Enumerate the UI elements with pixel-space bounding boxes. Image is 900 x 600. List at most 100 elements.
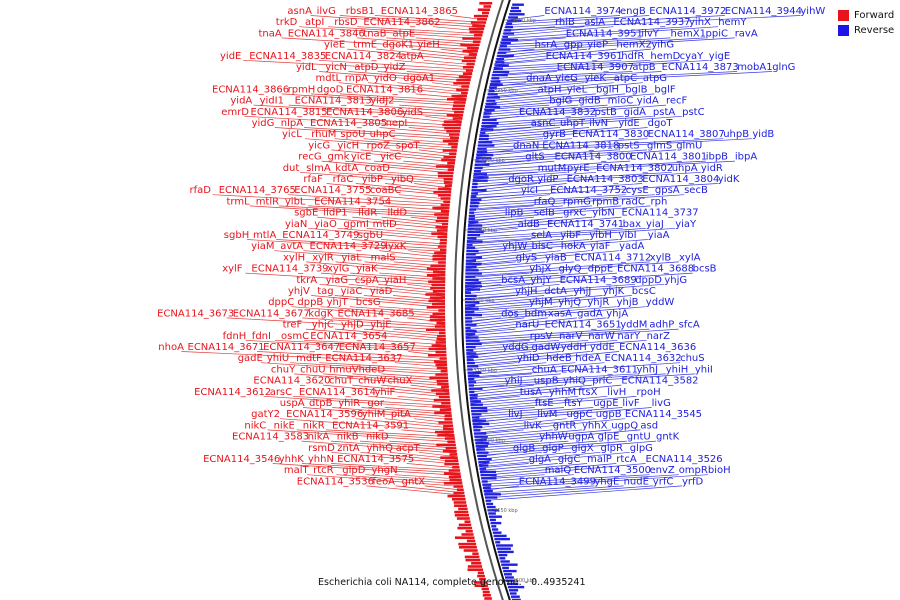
gene-label: yidA	[230, 96, 252, 107]
gene-label: yidI1	[260, 96, 284, 107]
gene-connector-line	[360, 451, 459, 463]
gene-connector-line	[469, 384, 564, 395]
forward-gene-block	[465, 558, 481, 562]
gene-connector-line	[465, 272, 559, 281]
forward-gene-block	[469, 30, 484, 34]
gene-connector-line	[357, 37, 479, 48]
gene-label: hmuV	[329, 364, 358, 375]
gene-connector-line	[301, 463, 461, 474]
gene-label: rfaQ	[534, 196, 556, 207]
gene-label: bcsA	[501, 275, 525, 286]
reverse-gene-block	[482, 483, 492, 486]
gene-connector-line	[498, 37, 671, 48]
genome-backbone-arc	[454, 0, 504, 600]
gene-label: ECNA114_3739	[251, 264, 328, 275]
gene-label: rpmG	[563, 196, 591, 207]
forward-gene-block	[425, 293, 445, 296]
gene-label: gatY2	[251, 409, 280, 420]
gene-connector-line	[465, 328, 621, 339]
reverse-gene-blocks	[465, 3, 525, 600]
forward-gene-block	[448, 469, 460, 472]
gene-connector-line	[465, 272, 588, 283]
gene-label: yibP	[362, 174, 383, 185]
gene-connector-line	[470, 395, 579, 407]
gene-connector-line	[245, 339, 447, 353]
gene-label: mobA1	[737, 62, 772, 73]
gene-connector-line	[406, 71, 472, 77]
forward-gene-block	[442, 149, 457, 152]
forward-gene-block	[456, 88, 469, 91]
forward-gene-block	[436, 366, 448, 370]
gene-label: yiaM	[251, 241, 274, 252]
reverse-gene-block	[500, 41, 511, 45]
gene-connector-line	[476, 440, 569, 449]
gene-label: yrfC	[653, 476, 674, 487]
forward-gene-block	[444, 462, 459, 466]
gene-connector-line	[351, 239, 447, 247]
gene-label: trmE	[353, 40, 377, 51]
gene-connector-line	[379, 272, 446, 278]
reverse-gene-block	[481, 121, 499, 125]
gene-label: gltS	[525, 152, 544, 163]
gene-label: gadE	[238, 353, 263, 364]
gene-label: mtlD	[373, 219, 397, 230]
gene-label: rpmH	[288, 84, 316, 95]
gene-connector-line	[281, 37, 479, 51]
reverse-gene-block	[487, 509, 499, 512]
gene-label: ECNA114_3677	[233, 308, 310, 319]
gene-connector-line	[473, 418, 567, 429]
gene-connector-line	[292, 395, 451, 407]
reverse-gene-block	[472, 179, 488, 182]
reverse-gene-block	[511, 598, 521, 600]
reverse-gene-block	[493, 534, 507, 538]
reverse-gene-block	[465, 333, 476, 336]
gene-connector-line	[406, 463, 460, 469]
gene-label: pstC	[682, 107, 704, 118]
gene-connector-line	[485, 485, 653, 499]
gene-label: xylB	[650, 252, 672, 263]
reverse-gene-block	[465, 272, 482, 275]
gene-label: rfaC	[333, 174, 354, 185]
gene-label: cspA	[355, 275, 379, 286]
gene-connector-line	[479, 451, 601, 465]
forward-gene-block	[443, 178, 453, 181]
forward-gene-block	[441, 158, 456, 162]
gene-connector-line	[464, 283, 636, 297]
forward-gene-block	[435, 226, 448, 229]
gene-connector-line	[290, 362, 448, 373]
forward-gene-block	[453, 101, 466, 104]
forward-gene-block	[437, 216, 449, 219]
gene-connector-line	[471, 171, 672, 185]
forward-gene-block	[434, 360, 447, 363]
gene-connector-line	[339, 93, 466, 102]
reverse-gene-block	[468, 221, 479, 224]
gene-connector-line	[468, 216, 505, 222]
gene-label: dgoK1	[382, 40, 414, 51]
gene-label: yiaF	[590, 241, 611, 252]
forward-gene-block	[431, 344, 446, 347]
gene-connector-line	[310, 93, 466, 104]
gene-connector-line	[302, 317, 446, 328]
reverse-gene-block	[472, 419, 486, 422]
gene-connector-line	[482, 104, 637, 118]
gene-label: yidR	[701, 163, 723, 174]
gene-label: yhiD	[517, 353, 540, 364]
reverse-gene-block	[470, 403, 483, 406]
gene-label: gadW	[532, 342, 561, 353]
forward-gene-block	[430, 286, 446, 290]
forward-gene-block	[431, 232, 448, 235]
forward-gene-block	[442, 139, 459, 143]
gene-label: tnaB	[363, 28, 386, 39]
gene-label: slmA	[306, 163, 331, 174]
forward-gene-block	[431, 389, 450, 392]
kbp-tick-label: 3600 kbp	[513, 578, 537, 584]
gene-connector-line	[501, 26, 614, 37]
gene-connector-line	[350, 272, 446, 281]
gene-connector-line	[267, 429, 456, 443]
reverse-gene-block	[466, 253, 476, 256]
gene-label: bax	[623, 219, 641, 230]
gene-label: kdgK	[308, 308, 333, 319]
gene-label: yibF	[560, 230, 581, 241]
reverse-gene-block	[489, 515, 502, 518]
forward-gene-block	[430, 264, 446, 267]
